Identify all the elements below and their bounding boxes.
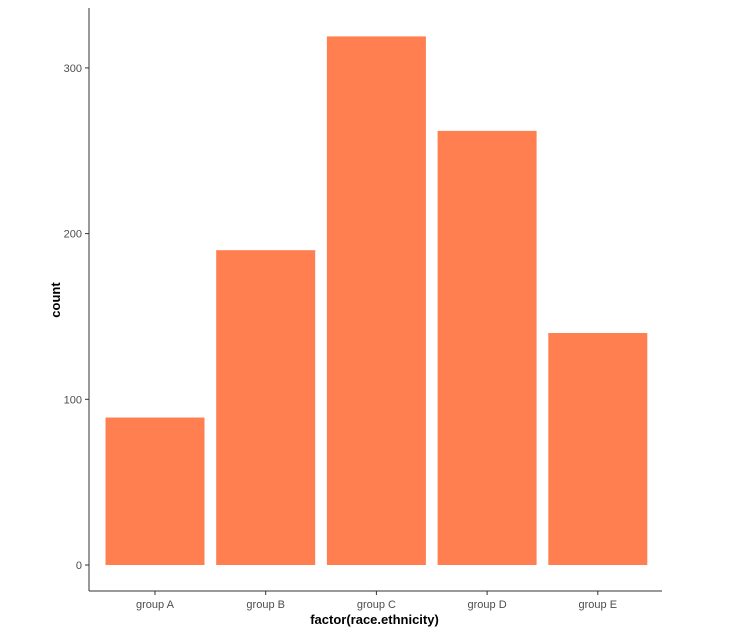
y-axis-ticks: 0 100 200 300 bbox=[64, 63, 89, 572]
bar-group-e bbox=[548, 333, 648, 565]
x-tick-label: group A bbox=[136, 599, 175, 611]
y-axis-title: count bbox=[48, 282, 63, 318]
x-tick-label: group E bbox=[579, 599, 618, 611]
bar-group-a bbox=[105, 417, 205, 565]
bar-group-b bbox=[216, 250, 316, 566]
x-tick-label: group B bbox=[246, 599, 285, 611]
x-tick-label: group C bbox=[357, 599, 396, 611]
x-tick-label: group D bbox=[468, 599, 507, 611]
bar-group-d bbox=[437, 130, 537, 565]
y-tick-label: 0 bbox=[76, 560, 82, 572]
y-tick-label: 200 bbox=[64, 229, 82, 241]
x-axis-ticks: group A group B group C group D group E bbox=[136, 591, 617, 611]
bars-group bbox=[105, 36, 648, 566]
y-tick-label: 300 bbox=[64, 63, 82, 75]
bar-group-c bbox=[326, 36, 426, 566]
y-tick-label: 100 bbox=[64, 394, 82, 406]
x-axis-title: factor(race.ethnicity) bbox=[310, 612, 439, 627]
